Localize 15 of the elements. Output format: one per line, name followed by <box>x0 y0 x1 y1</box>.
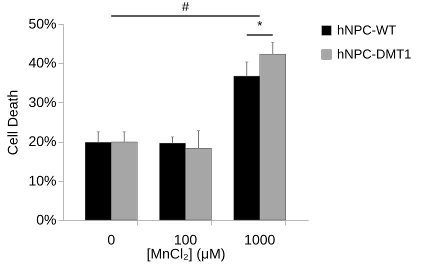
x-axis-title: [MnCl₂] (μM) <box>146 246 226 262</box>
y-tick-label: 20% <box>28 133 56 150</box>
x-tick-label: 100 <box>174 232 198 248</box>
x-tick-label: 0 <box>107 232 116 248</box>
annotation: * <box>257 18 262 33</box>
y-axis-title: Cell Death <box>4 90 20 156</box>
y-tick-label: 10% <box>28 172 56 188</box>
y-tick-label: 50% <box>28 16 56 32</box>
y-tick-label: 30% <box>28 94 56 110</box>
x-tick-label: 1000 <box>244 232 276 248</box>
y-tick-label: 40% <box>28 54 56 71</box>
text: # <box>182 0 190 14</box>
y-tick-label: 0% <box>36 212 56 228</box>
legend-label: hNPC-DMT1 <box>337 46 412 62</box>
legend-label: hNPC-WT <box>337 22 396 38</box>
